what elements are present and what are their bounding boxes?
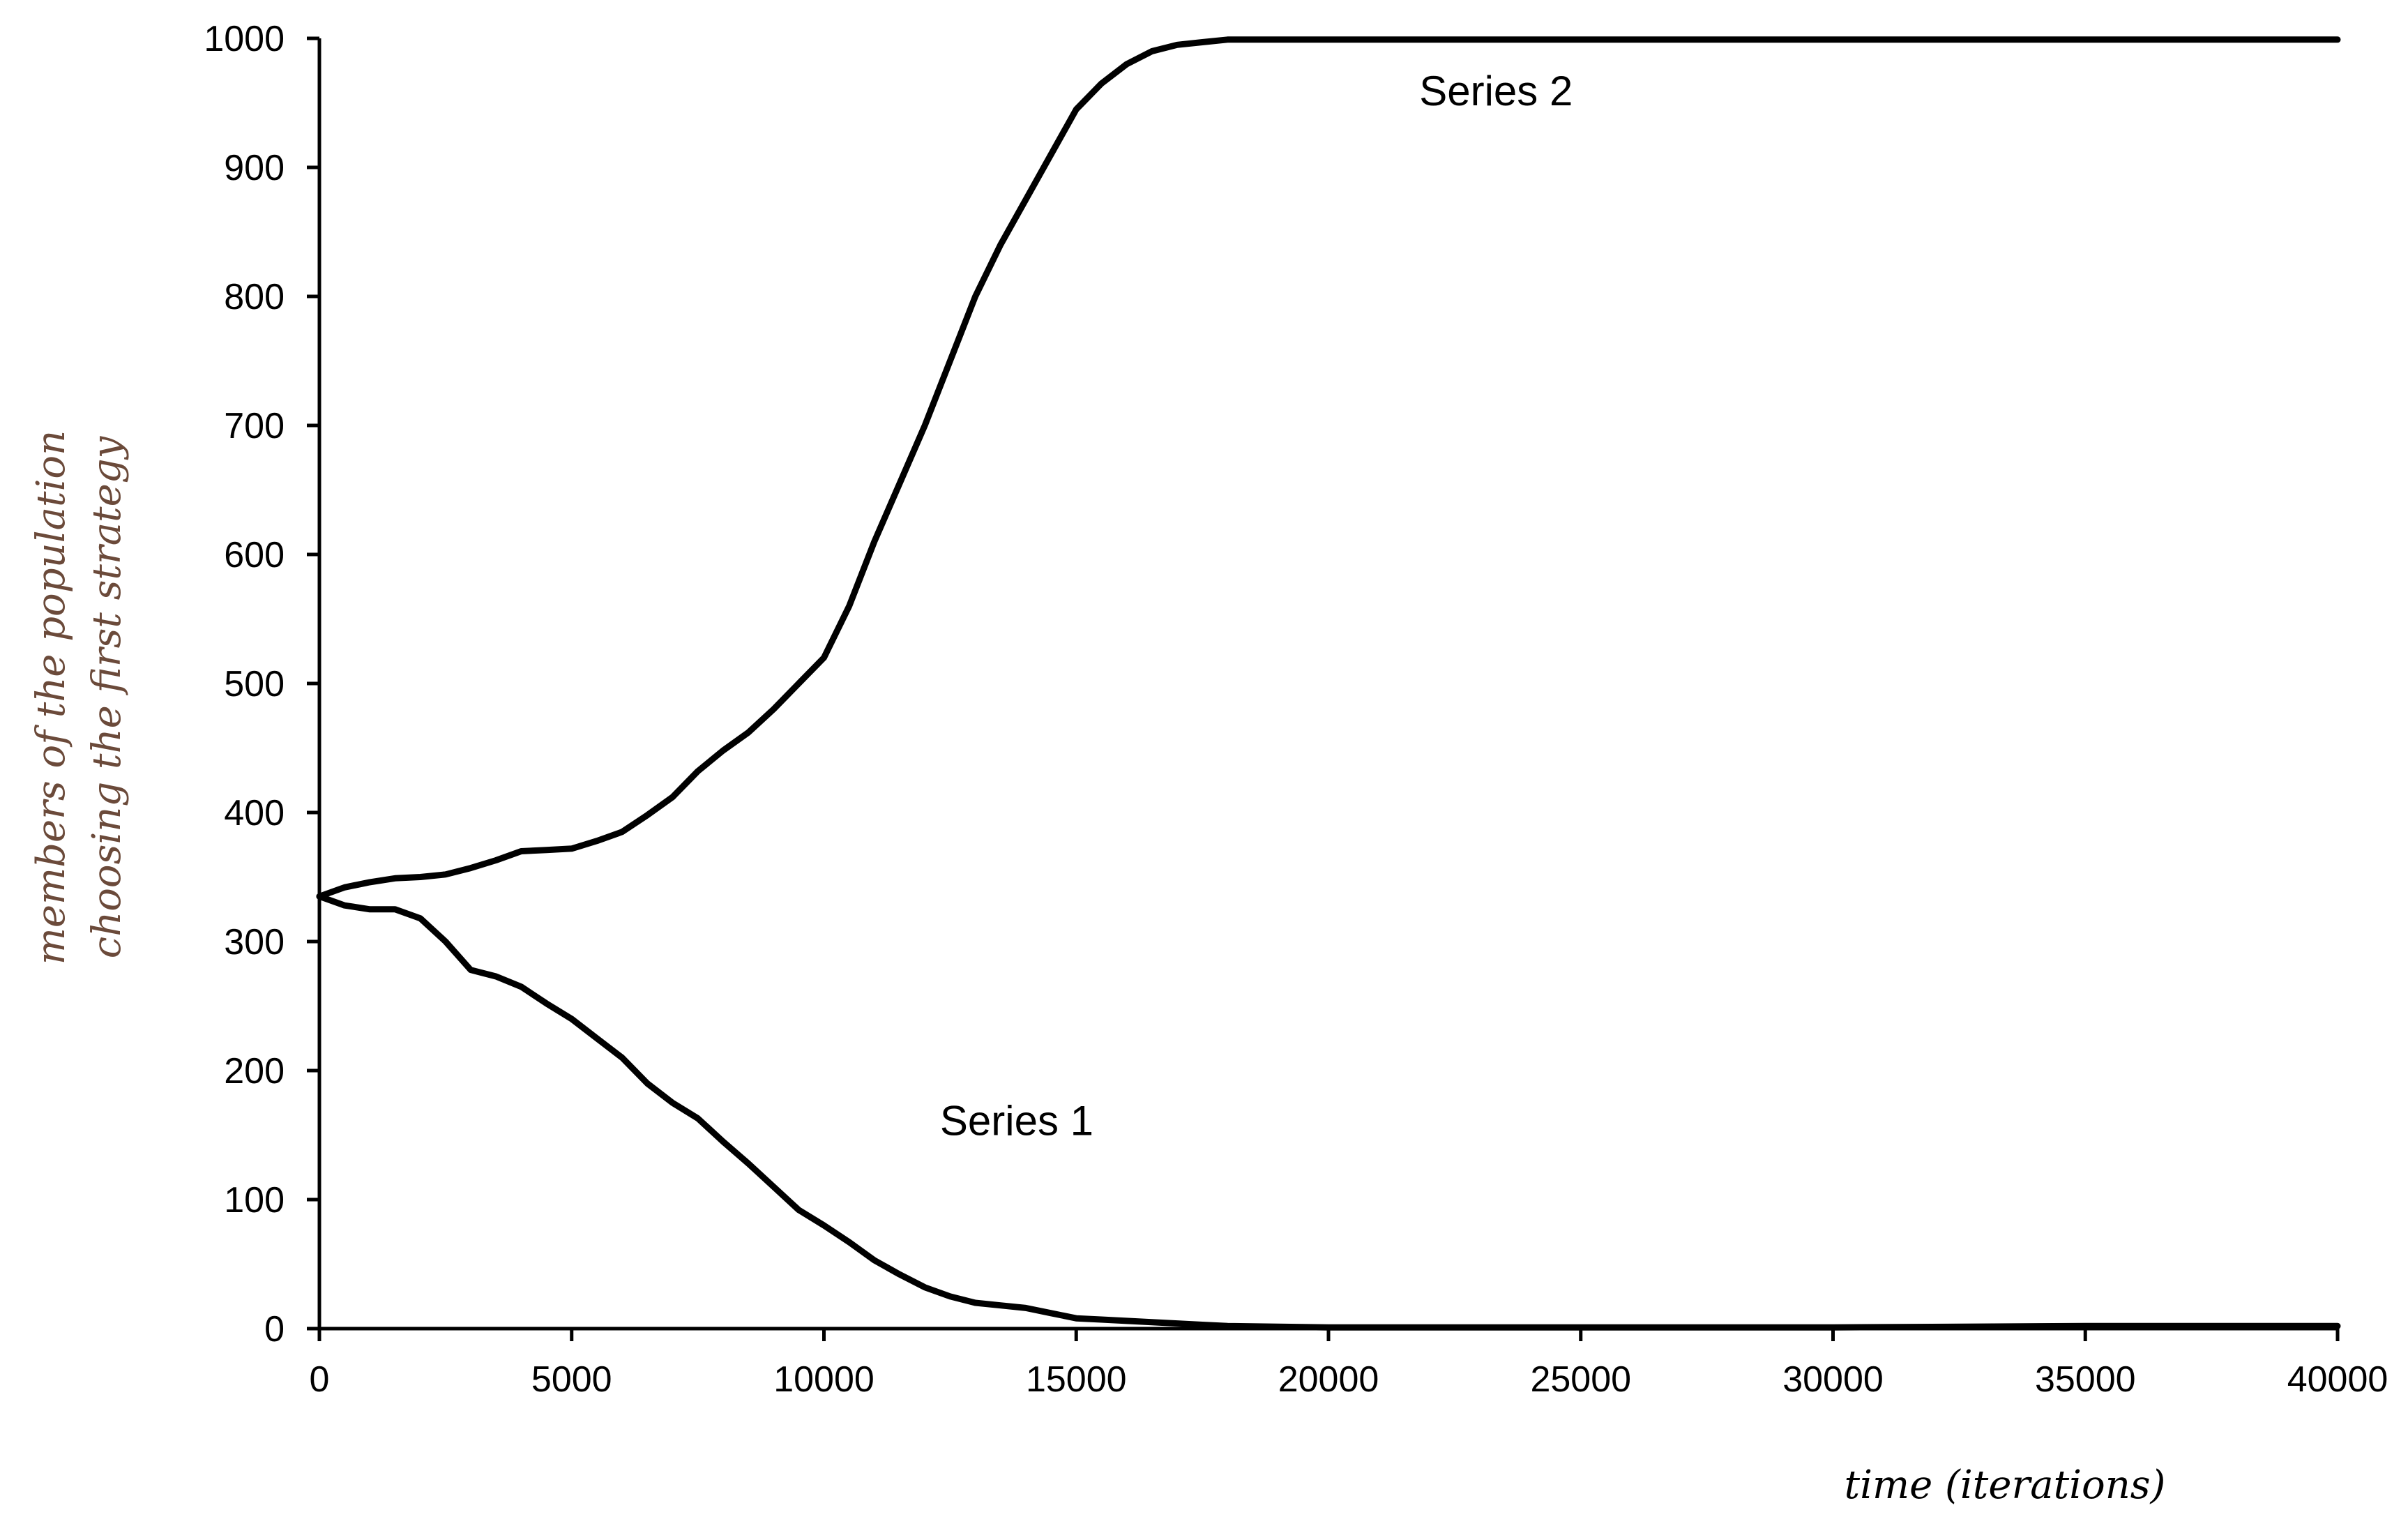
series-line-2 — [316, 36, 2341, 900]
series-line-1 — [316, 893, 2341, 1331]
x-tick-label: 35000 — [2035, 1359, 2136, 1400]
y-axis-label: members of the population choosing the fi… — [29, 430, 130, 965]
y-tick-label: 700 — [224, 406, 285, 446]
x-tick-label: 25000 — [1530, 1359, 1631, 1400]
y-axis-label-line: choosing the first strategy — [84, 435, 130, 958]
axes — [317, 38, 2338, 1331]
series-annotation-1: Series 1 — [940, 1098, 1093, 1144]
x-tick-label: 30000 — [1782, 1359, 1884, 1400]
y-tick-label: 400 — [224, 793, 285, 833]
x-tick-label: 40000 — [2287, 1359, 2388, 1400]
y-tick-label: 600 — [224, 535, 285, 575]
y-tick-label: 200 — [224, 1051, 285, 1091]
y-tick-label: 800 — [224, 277, 285, 317]
y-tick-label: 1000 — [204, 19, 285, 59]
series-lines — [316, 36, 2341, 1331]
x-tick-label: 15000 — [1026, 1359, 1127, 1400]
x-tick-label: 10000 — [773, 1359, 874, 1400]
y-tick-label: 100 — [224, 1180, 285, 1221]
x-axis-label: time (iterations) — [1845, 1463, 2166, 1508]
series-annotation-2: Series 2 — [1419, 68, 1573, 114]
y-tick-label: 900 — [224, 148, 285, 188]
y-tick-label: 500 — [224, 664, 285, 704]
y-tick-label: 300 — [224, 922, 285, 962]
annotations: Series 1 Series 2 — [940, 68, 1573, 1144]
x-tick-label: 0 — [310, 1359, 330, 1400]
x-tick-label: 5000 — [531, 1359, 612, 1400]
x-tick-label: 20000 — [1278, 1359, 1379, 1400]
y-axis-label-line: members of the population — [29, 430, 74, 965]
y-tick-label: 0 — [264, 1309, 285, 1350]
